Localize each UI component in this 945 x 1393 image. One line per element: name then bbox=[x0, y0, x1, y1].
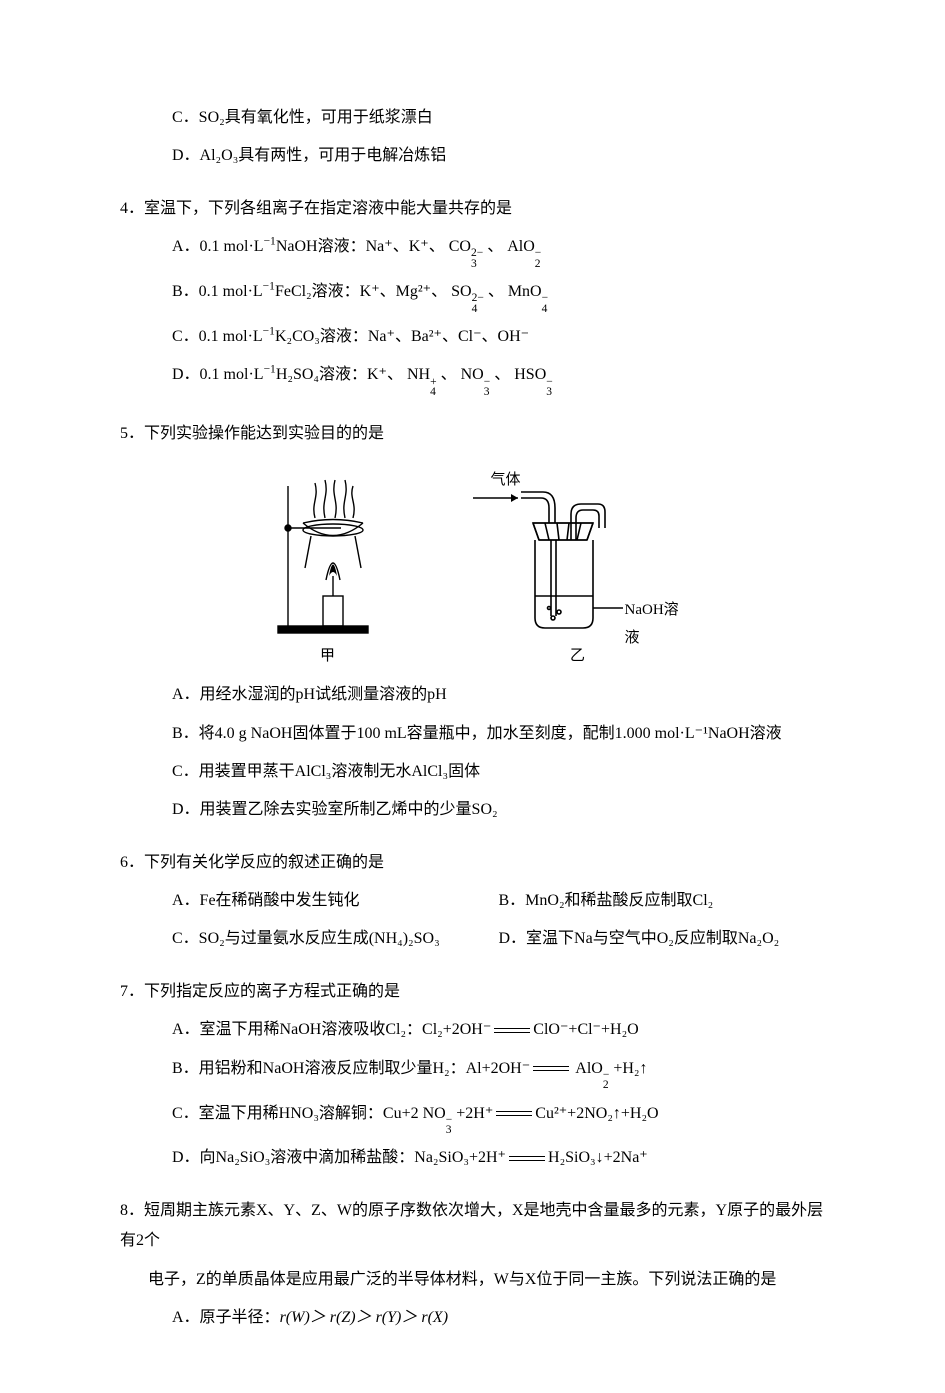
q6-option-c: C．SO₂与过量氨水反应生成(NH₄)₂SO₃ bbox=[172, 924, 499, 954]
q4-option-b: B．0.1 mol·L−1FeCl₂溶液：K⁺、Mg²⁺、 SO2−4 、 Mn… bbox=[120, 277, 825, 314]
q7-stem: 7．下列指定反应的离子方程式正确的是 bbox=[120, 977, 825, 1007]
q7d-pre: D．向Na₂SiO₃溶液中滴加稀盐酸：Na₂SiO₃+2H⁺ bbox=[172, 1149, 506, 1166]
q7-option-c: C．室温下用稀HNO₃溶解铜：Cu+2 NO−3 +2H⁺Cu²⁺+2NO₂↑+… bbox=[120, 1099, 825, 1136]
figure-yi-wrap: 气体 NaOH溶液 乙 bbox=[463, 468, 693, 671]
q4b-post: FeCl₂溶液：K⁺、Mg²⁺、 SO bbox=[275, 283, 472, 300]
reaction-equals-icon bbox=[533, 1066, 569, 1071]
naoh-label: NaOH溶液 bbox=[625, 596, 693, 653]
q4d-pre: D．0.1 mol·L bbox=[172, 366, 264, 383]
q7b-pre: B．用铝粉和NaOH溶液反应制取少量H₂：Al+2OH⁻ bbox=[172, 1060, 530, 1077]
q7a-post: ClO⁻+Cl⁻+H₂O bbox=[533, 1021, 638, 1038]
reaction-equals-icon bbox=[494, 1028, 530, 1033]
figure-jia-caption: 甲 bbox=[253, 642, 403, 671]
q5-option-c: C．用装置甲蒸干AlCl₃溶液制无水AlCl₃固体 bbox=[120, 757, 825, 787]
neg1: −1 bbox=[264, 236, 276, 248]
q4b-pre: B．0.1 mol·L bbox=[172, 283, 263, 300]
alo2-charge: −2 bbox=[535, 248, 542, 269]
figure-jia-wrap: 甲 bbox=[253, 468, 403, 671]
q6-row2: C．SO₂与过量氨水反应生成(NH₄)₂SO₃ D．室温下Na与空气中O₂反应制… bbox=[120, 924, 825, 954]
figure-jia bbox=[253, 468, 403, 638]
so4-charge: 2−4 bbox=[472, 293, 484, 314]
q7-option-a: A．室温下用稀NaOH溶液吸收Cl₂：Cl₂+2OH⁻ ClO⁻+Cl⁻+H₂O bbox=[120, 1015, 825, 1045]
q4-option-a: A．0.1 mol·L−1NaOH溶液：Na⁺、K⁺、 CO2−3 、 AlO−… bbox=[120, 232, 825, 269]
q6-option-b: B．MnO₂和稀盐酸反应制取Cl₂ bbox=[499, 886, 826, 916]
hso3-charge: −3 bbox=[546, 377, 553, 398]
q8a-rz: r(Z)＞ bbox=[330, 1309, 372, 1326]
q4-option-c: C．0.1 mol·L−1K₂CO₃溶液：Na⁺、Ba²⁺、Cl⁻、OH⁻ bbox=[120, 322, 825, 352]
q8-stem-line1: 8．短周期主族元素X、Y、Z、W的原子序数依次增大，X是地壳中含量最多的元素，Y… bbox=[120, 1196, 825, 1257]
q7b-tail: +H₂↑ bbox=[609, 1060, 647, 1077]
q4a-pre: A．0.1 mol·L bbox=[172, 238, 264, 255]
q4-option-d: D．0.1 mol·L−1H₂SO₄溶液：K⁺、 NH+4 、 NO−3 、 H… bbox=[120, 360, 825, 397]
neg1: −1 bbox=[264, 364, 276, 376]
q5-figures: 甲 bbox=[120, 468, 825, 671]
q4d-tail2: 、 HSO bbox=[490, 366, 546, 383]
q4a-tail: 、 AlO bbox=[483, 238, 535, 255]
prev-option-c: C．SO₂具有氧化性，可用于纸浆漂白 bbox=[120, 103, 825, 133]
q8a-rx: r(X) bbox=[421, 1309, 448, 1326]
q7c-mid: +2H⁺ bbox=[452, 1105, 493, 1122]
q6-stem: 6．下列有关化学反应的叙述正确的是 bbox=[120, 848, 825, 878]
q7c-pre: C．室温下用稀HNO₃溶解铜：Cu+2 NO bbox=[172, 1105, 446, 1122]
q4b-tail: 、 MnO bbox=[484, 283, 542, 300]
q6-row1: A．Fe在稀硝酸中发生钝化 B．MnO₂和稀盐酸反应制取Cl₂ bbox=[120, 886, 825, 916]
q7d-post: H₂SiO₃↓+2Na⁺ bbox=[548, 1149, 648, 1166]
reaction-equals-icon bbox=[509, 1156, 545, 1161]
co3-charge: 2−3 bbox=[471, 248, 483, 269]
gas-label: 气体 bbox=[491, 466, 521, 495]
q7a-pre: A．室温下用稀NaOH溶液吸收Cl₂：Cl₂+2OH⁻ bbox=[172, 1021, 491, 1038]
q8a-pre: A．原子半径： bbox=[172, 1309, 280, 1326]
q8-option-a: A．原子半径：r(W)＞ r(Z)＞ r(Y)＞ r(X) bbox=[120, 1303, 825, 1333]
q4d-post: H₂SO₄溶液：K⁺、 NH bbox=[276, 366, 430, 383]
q4c-pre: C．0.1 mol·L bbox=[172, 328, 263, 345]
reaction-equals-icon bbox=[496, 1111, 532, 1116]
q6-option-a: A．Fe在稀硝酸中发生钝化 bbox=[172, 886, 499, 916]
q7b-post: AlO bbox=[572, 1060, 603, 1077]
neg1: −1 bbox=[263, 326, 275, 338]
q5-option-a: A．用经水湿润的pH试纸测量溶液的pH bbox=[120, 680, 825, 710]
q6-option-d: D．室温下Na与空气中O₂反应制取Na₂O₂ bbox=[499, 924, 826, 954]
q8-stem-line2: 电子，Z的单质晶体是应用最广泛的半导体材料，W与X位于同一主族。下列说法正确的是 bbox=[120, 1265, 825, 1295]
neg1: −1 bbox=[263, 281, 275, 293]
q5-stem: 5．下列实验操作能达到实验目的的是 bbox=[120, 419, 825, 449]
q4-stem: 4．室温下，下列各组离子在指定溶液中能大量共存的是 bbox=[120, 194, 825, 224]
q4c-post: K₂CO₃溶液：Na⁺、Ba²⁺、Cl⁻、OH⁻ bbox=[275, 328, 529, 345]
mno4-charge: −4 bbox=[542, 293, 549, 314]
prev-option-d: D．Al₂O₃具有两性，可用于电解冶炼铝 bbox=[120, 141, 825, 171]
exam-page: C．SO₂具有氧化性，可用于纸浆漂白 D．Al₂O₃具有两性，可用于电解冶炼铝 … bbox=[0, 0, 945, 1393]
q5-option-b: B．将4.0 g NaOH固体置于100 mL容量瓶中，加水至刻度，配制1.00… bbox=[120, 719, 825, 749]
q4d-tail1: 、 NO bbox=[437, 366, 484, 383]
q7c-post: Cu²⁺+2NO₂↑+H₂O bbox=[535, 1105, 658, 1122]
q7-option-d: D．向Na₂SiO₃溶液中滴加稀盐酸：Na₂SiO₃+2H⁺ H₂SiO₃↓+2N… bbox=[120, 1143, 825, 1173]
q7-option-b: B．用铝粉和NaOH溶液反应制取少量H₂：Al+2OH⁻ AlO−2 +H₂↑ bbox=[120, 1054, 825, 1091]
q4a-post: NaOH溶液：Na⁺、K⁺、 CO bbox=[276, 238, 471, 255]
q8a-rw: r(W)＞ bbox=[280, 1309, 326, 1326]
q5-option-d: D．用装置乙除去实验室所制乙烯中的少量SO₂ bbox=[120, 795, 825, 825]
q8a-ry: r(Y)＞ bbox=[376, 1309, 418, 1326]
